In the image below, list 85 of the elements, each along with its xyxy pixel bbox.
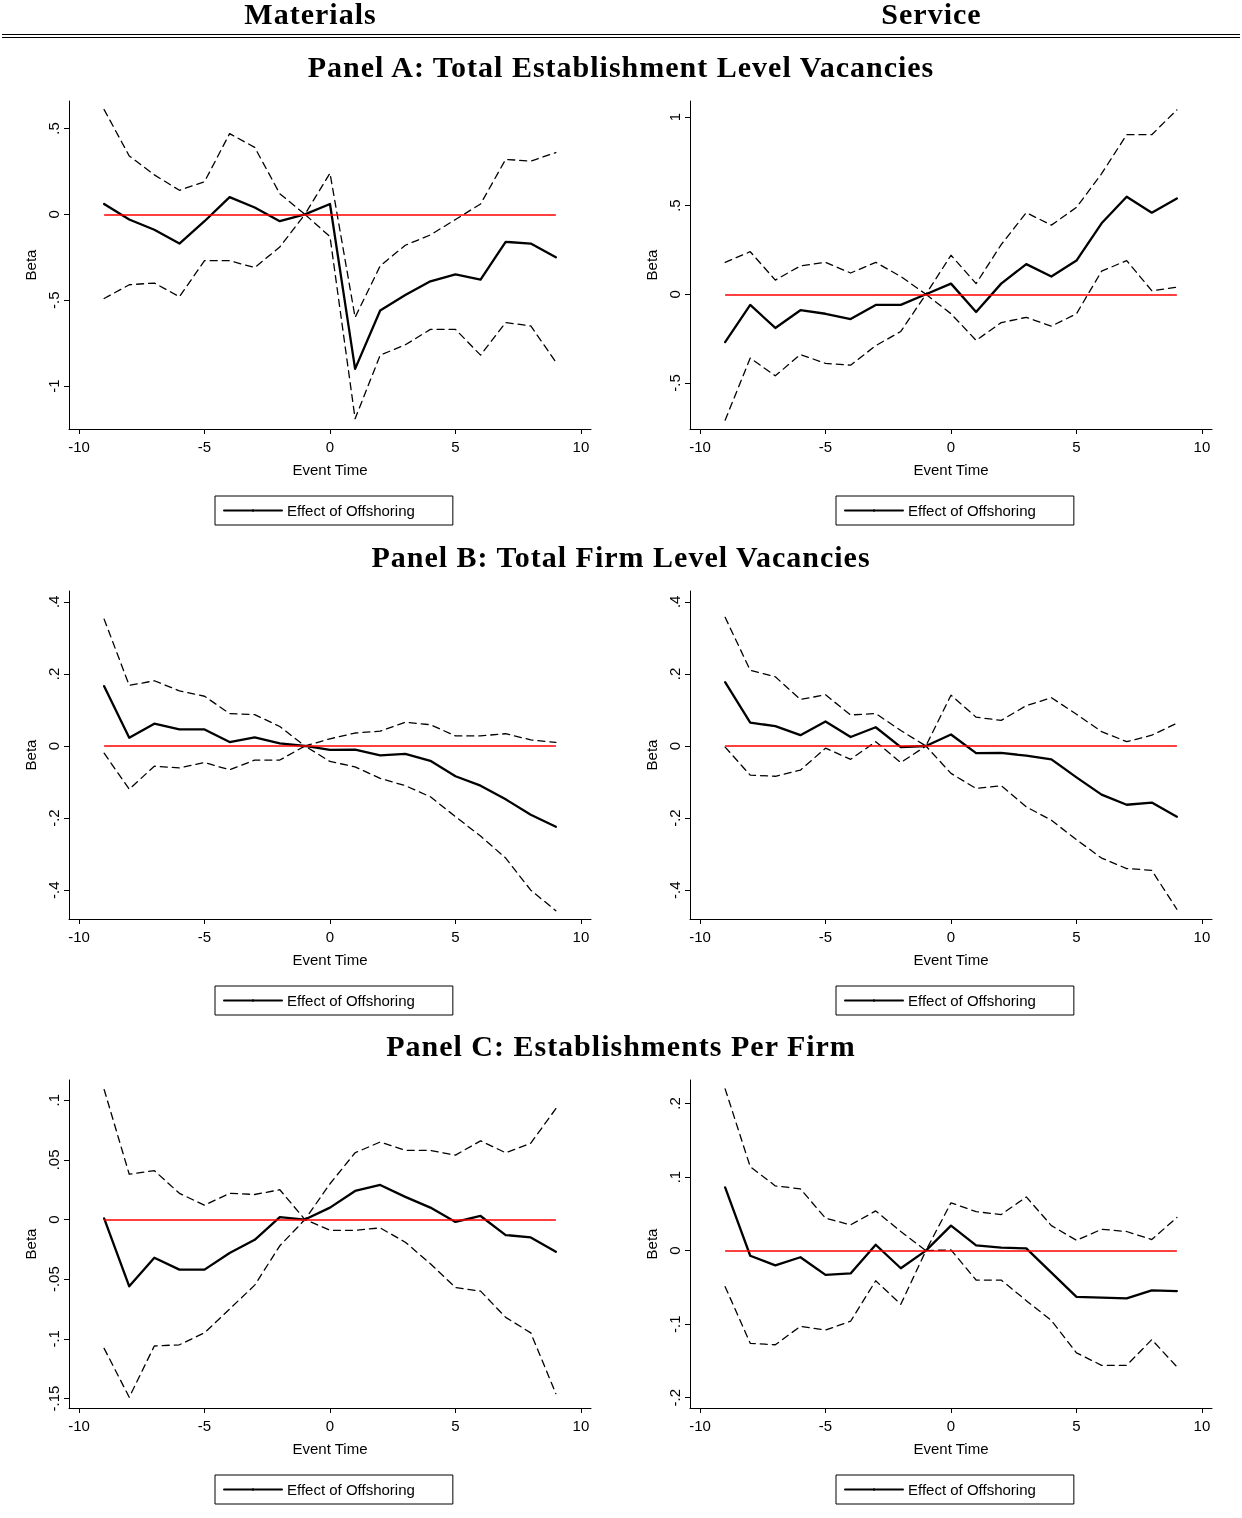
y-tick-label: -.2 — [45, 809, 62, 827]
y-tick-label: .1 — [666, 1170, 683, 1184]
x-tick-label: -5 — [818, 928, 833, 945]
y-tick-label: -.15 — [45, 1385, 62, 1412]
x-tick-label: 0 — [325, 1417, 335, 1434]
x-tick-label: 5 — [451, 438, 460, 455]
x-tick-label: 5 — [451, 928, 460, 945]
legend-label: Effect of Offshoring — [287, 992, 415, 1009]
x-tick-label: 10 — [572, 438, 590, 455]
chart-title: Panel B: Total Firm Level Vacancies — [370, 540, 872, 574]
y-tick-label: -.2 — [666, 1388, 683, 1407]
y-tick-label: .2 — [666, 667, 683, 681]
y-tick-label: 0 — [666, 741, 683, 751]
y-tick-label: -.1 — [45, 1330, 62, 1348]
x-tick-label: 10 — [572, 928, 590, 945]
x-axis-title: Event Time — [913, 461, 989, 478]
y-tick-label: .2 — [666, 1097, 683, 1110]
y-tick-label: .5 — [45, 122, 62, 135]
x-axis-title: Event Time — [913, 951, 989, 968]
x-tick-label: 0 — [946, 928, 956, 945]
x-tick-label: 5 — [451, 1417, 460, 1434]
y-tick-label: -.5 — [666, 374, 683, 392]
x-tick-label: -10 — [68, 928, 90, 945]
x-axis-title: Event Time — [292, 1440, 368, 1457]
x-tick-label: -10 — [689, 438, 711, 455]
y-axis-title: Beta — [643, 1227, 661, 1260]
x-tick-label: -10 — [68, 1417, 90, 1434]
y-tick-label: -.4 — [45, 881, 62, 899]
y-axis-title: Beta — [643, 248, 661, 281]
x-tick-label: 10 — [1193, 928, 1211, 945]
legend-label: Effect of Offshoring — [908, 1481, 1036, 1498]
y-tick-label: -.4 — [666, 881, 683, 899]
x-tick-label: -5 — [197, 438, 212, 455]
x-tick-label: -5 — [197, 1417, 212, 1434]
y-tick-label: .5 — [666, 199, 683, 212]
y-axis-title: Beta — [22, 248, 40, 281]
legend-label: Effect of Offshoring — [908, 502, 1036, 519]
x-tick-label: 10 — [1193, 438, 1211, 455]
x-axis-title: Event Time — [292, 951, 368, 968]
chart-title: Panel A: Total Establishment Level Vacancies — [306, 50, 936, 84]
x-tick-label: -5 — [197, 928, 212, 945]
x-tick-label: 0 — [946, 438, 956, 455]
x-tick-label: -10 — [689, 1417, 711, 1434]
x-tick-label: 5 — [1072, 928, 1081, 945]
x-tick-label: -5 — [818, 1417, 833, 1434]
x-axis-title: Event Time — [292, 461, 368, 478]
y-tick-label: .2 — [45, 667, 62, 681]
y-tick-label: .4 — [666, 595, 683, 609]
y-tick-label: .05 — [45, 1149, 62, 1171]
chart-title: Panel C: Establishments Per Firm — [385, 1029, 857, 1063]
y-tick-label: 0 — [666, 1246, 683, 1255]
x-tick-label: 0 — [325, 438, 335, 455]
y-tick-label: 0 — [666, 290, 683, 299]
y-tick-label: -.1 — [666, 1315, 683, 1333]
x-tick-label: 10 — [1193, 1417, 1211, 1434]
x-tick-label: 0 — [325, 928, 335, 945]
y-tick-label: -1 — [45, 379, 62, 393]
line-series — [103, 1218, 557, 1398]
y-tick-label: -.5 — [45, 291, 62, 309]
x-tick-label: 10 — [572, 1417, 590, 1434]
legend-label: Effect of Offshoring — [908, 992, 1036, 1009]
y-tick-label: .1 — [45, 1094, 62, 1107]
x-axis-title: Event Time — [913, 1440, 989, 1457]
x-tick-label: 5 — [1072, 1417, 1081, 1434]
y-tick-label: -.2 — [666, 809, 683, 827]
y-tick-label: 0 — [45, 741, 62, 751]
x-tick-label: 0 — [946, 1417, 956, 1434]
legend-label: Effect of Offshoring — [287, 502, 415, 519]
y-tick-label: .4 — [45, 595, 62, 609]
x-tick-label: -5 — [818, 438, 833, 455]
text: Service — [880, 0, 983, 31]
y-axis-title: Beta — [22, 738, 40, 771]
y-axis-title: Beta — [643, 738, 661, 771]
line-series — [103, 213, 557, 420]
y-tick-label: 0 — [45, 1215, 62, 1224]
x-tick-label: -10 — [68, 438, 90, 455]
y-tick-label: -.05 — [45, 1266, 62, 1293]
x-tick-label: 5 — [1072, 438, 1081, 455]
line-series — [724, 741, 1178, 910]
text: Materials — [243, 0, 378, 31]
y-tick-label: 0 — [45, 210, 62, 219]
x-tick-label: -10 — [689, 928, 711, 945]
y-axis-title: Beta — [22, 1227, 40, 1260]
legend-label: Effect of Offshoring — [287, 1481, 415, 1498]
y-tick-label: 1 — [666, 112, 683, 122]
